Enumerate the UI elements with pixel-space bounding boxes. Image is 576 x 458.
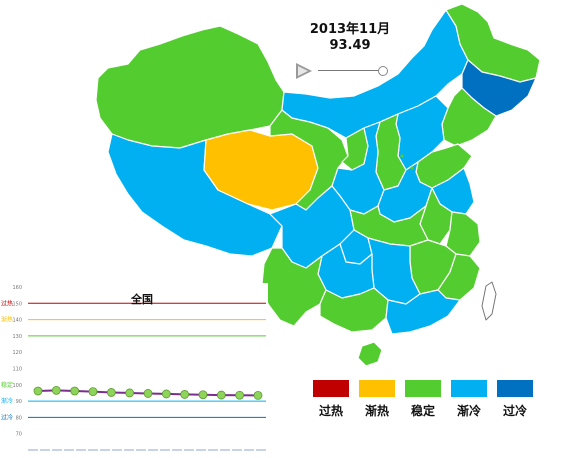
legend-label: 过热 [318, 404, 343, 418]
data-point[interactable] [143, 389, 153, 398]
island-dot [410, 166, 414, 170]
y-tick-label: 70 [16, 432, 22, 438]
legend-item-stable: 稳定 [404, 380, 442, 419]
index-value: 93.49 [329, 38, 371, 53]
region-liaoning[interactable] [441, 87, 497, 147]
region-guangdong[interactable] [385, 289, 461, 335]
data-point[interactable] [70, 386, 80, 396]
legend-item-overheat: 过热 [312, 380, 350, 419]
region-taiwan[interactable] [481, 281, 497, 321]
legend-item-warm: 渐热 [358, 380, 396, 419]
y-tick-label: 120 [12, 350, 22, 356]
timeline-slider[interactable] [296, 60, 396, 82]
legend-label: 渐热 [364, 404, 389, 418]
y-tick-label: 160 [12, 285, 22, 291]
level-label: 稳定 [1, 381, 13, 389]
slider-track[interactable] [318, 70, 380, 71]
data-point[interactable] [33, 386, 43, 396]
data-point[interactable] [88, 387, 98, 397]
legend-swatch [451, 380, 487, 397]
legend-label: 渐冷 [456, 404, 481, 418]
slider-knob[interactable] [378, 66, 388, 76]
data-point[interactable] [216, 390, 226, 400]
data-point[interactable] [198, 390, 208, 400]
region-hainan[interactable] [357, 341, 383, 367]
data-point[interactable] [161, 389, 171, 399]
data-point[interactable] [106, 388, 116, 397]
legend-swatch [405, 380, 441, 397]
chart-title: 全国 [130, 292, 153, 306]
level-label: 过热 [1, 299, 13, 307]
period-date: 2013年11月 [309, 22, 391, 37]
data-point[interactable] [125, 388, 135, 398]
y-tick-label: 80 [16, 415, 22, 421]
region-guangxi[interactable] [319, 287, 389, 333]
legend-item-cool: 渐冷 [450, 380, 488, 419]
data-point[interactable] [180, 390, 190, 399]
data-point[interactable] [51, 385, 61, 395]
legend-item-overcold: 过冷 [496, 380, 534, 419]
y-tick-label: 100 [12, 383, 22, 389]
region-heilongjiang[interactable] [445, 3, 541, 83]
legend-swatch [359, 380, 395, 397]
y-tick-label: 90 [16, 399, 22, 405]
map-legend: 过热 渐热 稳定 渐冷 过冷 [312, 380, 536, 420]
y-tick-label: 150 [12, 301, 22, 307]
region-xinjiang[interactable] [95, 25, 285, 149]
chart-background [0, 283, 268, 458]
island-dots [400, 154, 414, 170]
legend-label: 过冷 [502, 404, 527, 418]
level-label: 渐冷 [1, 397, 13, 405]
period-header: 2013年11月 93.49 [290, 22, 410, 54]
play-icon[interactable] [296, 63, 312, 79]
island-dot [400, 154, 404, 158]
legend-label: 稳定 [410, 404, 435, 418]
y-tick-label: 110 [12, 367, 22, 373]
y-tick-label: 130 [12, 334, 22, 340]
legend-swatch [497, 380, 533, 397]
data-point[interactable] [235, 390, 245, 400]
legend-swatch [313, 380, 349, 397]
level-label: 过冷 [1, 413, 13, 421]
level-label: 渐热 [1, 316, 13, 324]
data-point[interactable] [253, 390, 263, 400]
y-tick-label: 140 [12, 318, 22, 324]
